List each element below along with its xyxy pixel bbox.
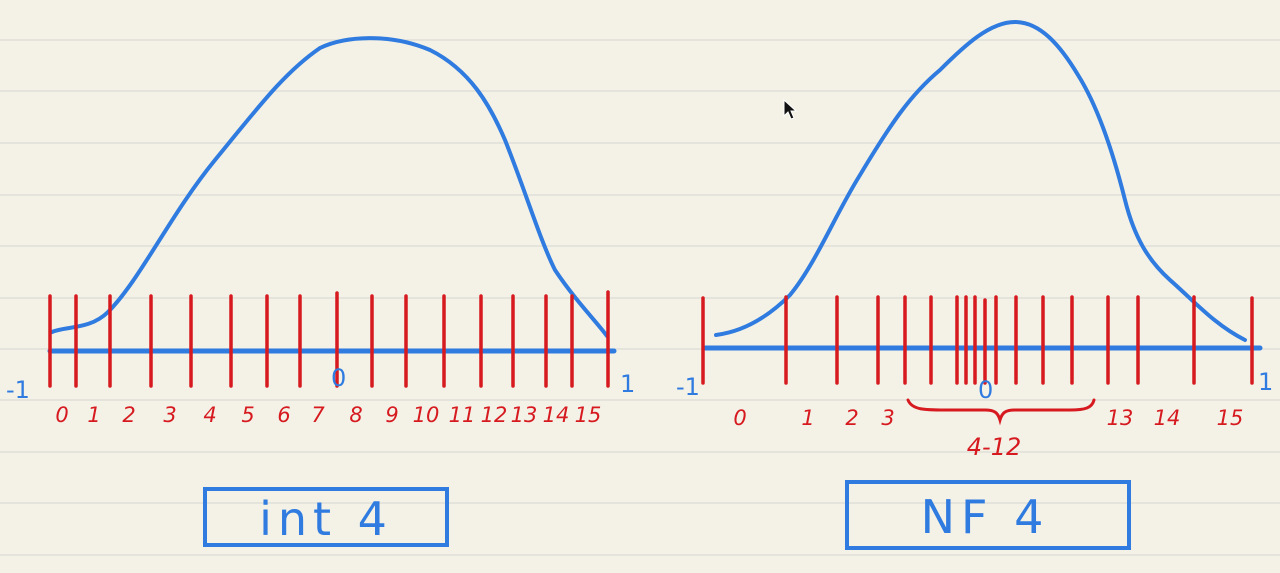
nf4-tick-labels: 0 1 2 3 13 14 15: [733, 406, 1243, 430]
nf4-tick-label: 1: [801, 406, 814, 430]
int4-ticks: [48, 290, 610, 388]
int4-tick-label: 7: [311, 403, 325, 427]
int4-tick-label: 13: [511, 403, 538, 427]
int4-diagram: -1 0 1 0 1 2 3 4 5 6 7 8 9 10 11 12 13 14 15 int 4: [6, 36, 635, 547]
nf4-title-box: [845, 480, 1131, 550]
int4-tick-label: 8: [349, 403, 362, 427]
int4-tick-label: 0: [55, 403, 68, 427]
int4-tick-label: 5: [241, 403, 254, 427]
nf4-tick-label: 14: [1154, 406, 1181, 430]
nf4-tick-label: 15: [1217, 406, 1244, 430]
int4-distribution-curve: [50, 36, 609, 338]
nf4-distribution-curve: [714, 19, 1247, 342]
nf4-axis-min-label: -1: [676, 373, 700, 401]
int4-tick-label: 9: [385, 403, 398, 427]
nf4-axis-max-label: 1: [1258, 368, 1273, 396]
int4-title-box: [203, 487, 449, 547]
int4-tick-label: 1: [87, 403, 100, 427]
mouse-cursor-icon: [783, 98, 798, 120]
int4-tick-label: 4: [203, 403, 216, 427]
nf4-curly-brace: [906, 398, 1096, 426]
nf4-tick-label: 2: [845, 406, 858, 430]
int4-tick-label: 11: [449, 403, 476, 427]
int4-tick-label: 2: [122, 403, 135, 427]
int4-tick-label: 15: [575, 403, 602, 427]
int4-tick-label: 10: [413, 403, 440, 427]
int4-axis-max-label: 1: [620, 370, 635, 398]
int4-tick-labels: 0 1 2 3 4 5 6 7 8 9 10 11 12 13 14 15: [55, 403, 601, 427]
nf4-brace-label: 4-12: [967, 433, 1021, 461]
nf4-tick-label: 0: [733, 406, 746, 430]
nf4-tick-label: 3: [881, 406, 894, 430]
int4-tick-label: 12: [481, 403, 508, 427]
int4-tick-label: 14: [543, 403, 570, 427]
nf4-title: NF 4: [921, 490, 1050, 544]
int4-tick-label: 3: [163, 403, 176, 427]
nf4-diagram: -1 0 1 0 1 2 3 13 14 15 4-12 NF 4: [676, 19, 1273, 550]
int4-title: int 4: [259, 492, 393, 546]
nf4-ticks: [701, 295, 1254, 385]
nf4-tick-label: 13: [1107, 406, 1134, 430]
int4-tick-label: 6: [277, 403, 290, 427]
int4-axis-zero-label: 0: [331, 364, 346, 392]
nf4-axis-zero-label: 0: [978, 376, 993, 404]
int4-axis-min-label: -1: [6, 376, 30, 404]
